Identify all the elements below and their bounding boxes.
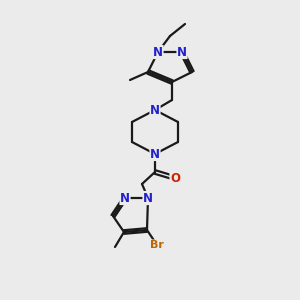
Text: N: N — [177, 46, 187, 59]
Text: N: N — [150, 148, 160, 160]
Text: Br: Br — [150, 240, 164, 250]
Text: O: O — [170, 172, 180, 184]
Text: N: N — [150, 103, 160, 116]
Text: N: N — [143, 191, 153, 205]
Text: N: N — [153, 46, 163, 59]
Text: N: N — [120, 191, 130, 205]
